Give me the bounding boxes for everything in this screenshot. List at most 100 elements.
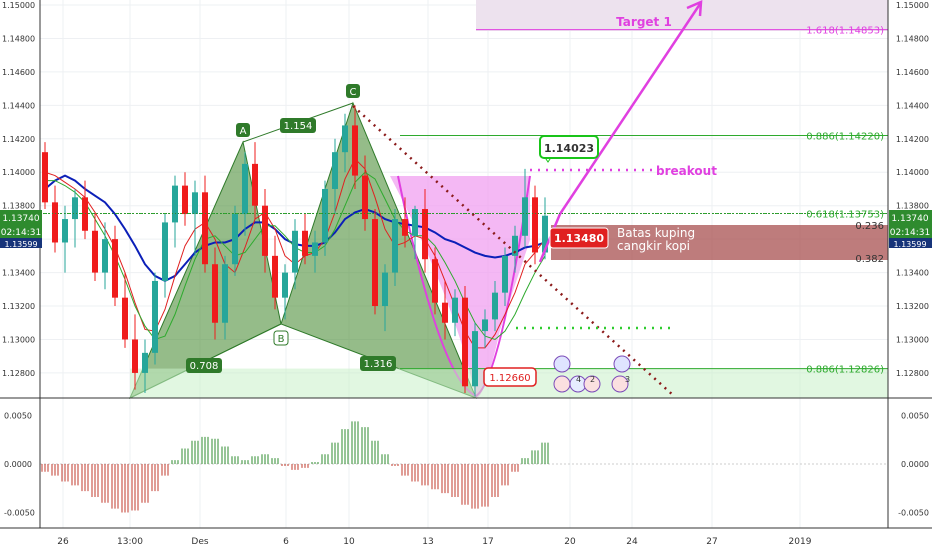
candle-body (192, 192, 198, 215)
oscillator-pane (0, 397, 932, 513)
price-tick-left-8: 1.13400 (2, 269, 35, 278)
price-tick-left-6: 1.13800 (2, 202, 35, 211)
svg-text:1.13599: 1.13599 (4, 240, 37, 249)
event-count-c: 3 (625, 375, 630, 384)
price-tick-right-2: 1.14600 (896, 68, 929, 77)
price-tick-left-10: 1.13000 (2, 335, 35, 344)
target-label: Target 1 (616, 15, 672, 29)
candle-body (392, 219, 398, 273)
high-callout: 1.14023 (539, 135, 599, 163)
candle-body (72, 197, 78, 220)
event-marker-globe-1 (553, 355, 571, 373)
fib-label-1: 0.886(1.14220) (806, 131, 884, 142)
candle-body (152, 280, 158, 353)
price-tick-left-3: 1.14400 (2, 101, 35, 110)
breakout-label: breakout (656, 164, 717, 178)
svg-text:02:14:31: 02:14:31 (890, 228, 930, 238)
svg-text:1.154: 1.154 (284, 121, 313, 132)
osc-tick-left-1: 0.0000 (4, 460, 32, 469)
time-tick-2: Des (191, 537, 208, 547)
zone-text-line2: cangkir kopi (617, 239, 690, 253)
svg-text:A: A (240, 126, 247, 137)
svg-text:1.12660: 1.12660 (489, 373, 530, 384)
candle-body (532, 197, 538, 253)
time-tick-1: 13:00 (117, 537, 143, 547)
price-tick-right-8: 1.13400 (896, 269, 929, 278)
candle-body (492, 292, 498, 320)
candle-body (402, 219, 408, 236)
price-tick-left-5: 1.14000 (2, 168, 35, 177)
price-tick-right-6: 1.13800 (896, 202, 929, 211)
pattern-point-c: C (346, 84, 360, 98)
candle-body (52, 202, 58, 243)
candle-body (212, 264, 218, 323)
candle-body (282, 272, 288, 298)
candle-body (342, 125, 348, 153)
current-callout: 1.13480 (549, 227, 609, 249)
candle-body (172, 185, 178, 223)
osc-tick-left-0: 0.0050 (4, 412, 32, 421)
candle-body (322, 188, 328, 243)
time-tick-8: 24 (626, 537, 638, 547)
candle-body (82, 197, 88, 231)
target-zone (476, 0, 888, 31)
svg-text:B: B (278, 334, 285, 345)
time-tick-7: 20 (564, 537, 576, 547)
candle-body (472, 331, 478, 387)
pattern-point-b: B (273, 330, 289, 346)
pattern-point-a: A (236, 123, 250, 137)
time-tick-3: 6 (283, 537, 289, 547)
zone-level-382: 0.382 (855, 254, 884, 265)
ratio-label-xb: 0.708 (186, 358, 222, 373)
candle-body (432, 259, 438, 303)
candle-body (312, 242, 318, 256)
price-tick-right-3: 1.14400 (896, 101, 929, 110)
time-tick-0: 26 (57, 537, 69, 547)
event-marker-flag-3 (611, 375, 629, 393)
svg-text:C: C (350, 87, 357, 98)
candle-body (202, 192, 208, 265)
low-callout: 1.12660 (483, 367, 537, 387)
svg-text:1.13740: 1.13740 (2, 214, 39, 224)
candle-body (502, 255, 508, 293)
ratio-label-bd: 1.316 (360, 356, 396, 371)
zone-text-line1: Batas kuping (617, 226, 695, 240)
candle-body (462, 297, 468, 387)
candle-body (222, 264, 228, 323)
event-count-a: 4 (576, 375, 581, 384)
candles (42, 105, 548, 397)
price-tick-right-0: 1.15000 (896, 1, 929, 10)
osc-tick-right-1: 0.0000 (901, 460, 929, 469)
price-tick-right-11: 1.12800 (896, 369, 929, 378)
candle-body (442, 302, 448, 323)
price-tick-left-4: 1.14200 (2, 135, 35, 144)
event-marker-globe-2 (613, 355, 631, 373)
candle-body (362, 175, 368, 220)
price-tick-right-10: 1.13000 (896, 335, 929, 344)
candle-body (412, 209, 418, 236)
osc-tick-left-2: -0.0050 (4, 508, 35, 517)
candle-body (292, 230, 298, 273)
svg-text:1.14023: 1.14023 (544, 142, 594, 155)
candle-body (232, 214, 238, 265)
candle-body (112, 239, 118, 298)
fib-label-3: 0.886(1.12826) (806, 365, 884, 376)
time-tick-6: 17 (482, 537, 493, 547)
event-marker-flag-2 (583, 375, 601, 393)
arrow-head (686, 0, 703, 17)
svg-text:02:14:31: 02:14:31 (1, 228, 41, 238)
candle-body (422, 209, 428, 260)
candle-body (352, 125, 358, 176)
time-tick-10: 2019 (789, 537, 812, 547)
price-tick-right-1: 1.14800 (896, 34, 929, 43)
overlay-layer (40, 0, 888, 397)
candle-body (62, 219, 68, 243)
candle-body (372, 219, 378, 307)
osc-tick-right-2: -0.0050 (898, 508, 929, 517)
candle-body (522, 197, 528, 236)
time-tick-4: 10 (343, 537, 355, 547)
candle-body (242, 163, 248, 215)
event-count-b: 2 (590, 375, 595, 384)
